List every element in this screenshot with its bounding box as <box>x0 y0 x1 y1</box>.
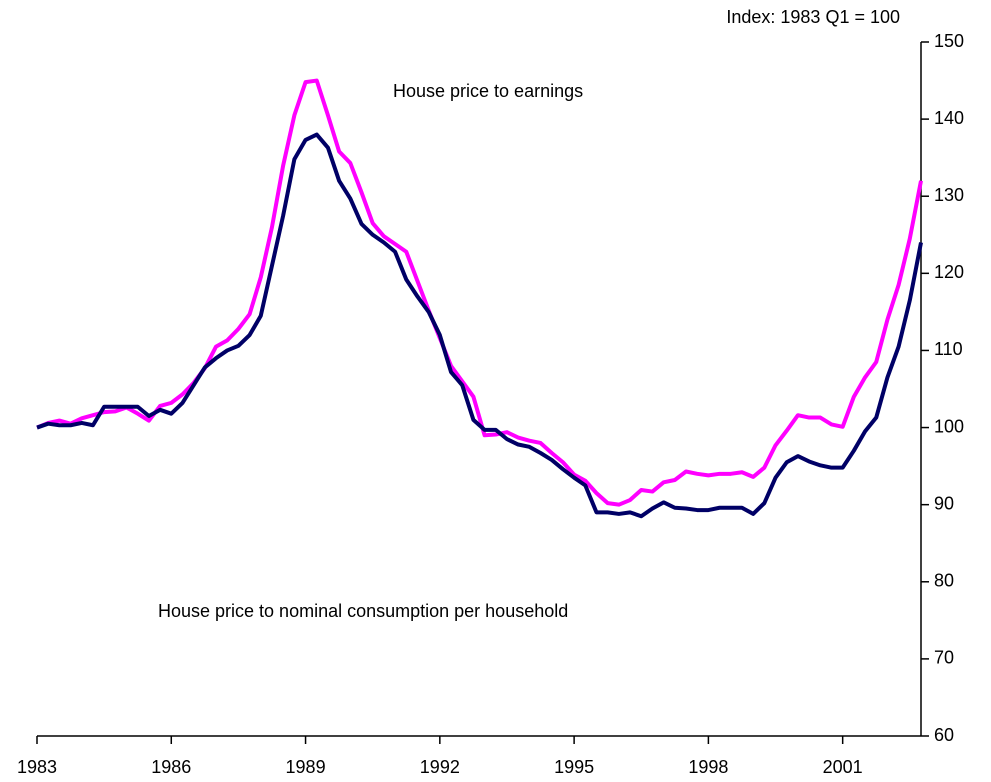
y-axis-label: Index: 1983 Q1 = 100 <box>726 7 900 27</box>
y-tick-label: 100 <box>934 416 964 436</box>
y-tick-label: 90 <box>934 493 954 513</box>
y-tick-label: 120 <box>934 262 964 282</box>
y-tick-label: 80 <box>934 571 954 591</box>
line <box>36 132 923 519</box>
y-tick-label: 150 <box>934 31 964 51</box>
x-tick-label: 1986 <box>151 757 191 777</box>
y-tick-label: 60 <box>934 725 954 745</box>
series-label: House price to nominal consumption per h… <box>158 601 568 621</box>
x-tick-label: 1983 <box>17 757 57 777</box>
x-tick-label: 1998 <box>688 757 728 777</box>
y-tick-label: 130 <box>934 185 964 205</box>
y-tick-label: 70 <box>934 648 954 668</box>
y-tick-label: 110 <box>934 339 963 359</box>
y-tick-label: 140 <box>934 108 964 128</box>
x-tick-label: 1992 <box>420 757 460 777</box>
x-tick-label: 2001 <box>823 757 863 777</box>
line <box>36 78 923 507</box>
x-tick-label: 1995 <box>554 757 594 777</box>
series-label: House price to earnings <box>393 81 583 101</box>
x-tick-label: 1989 <box>286 757 326 777</box>
